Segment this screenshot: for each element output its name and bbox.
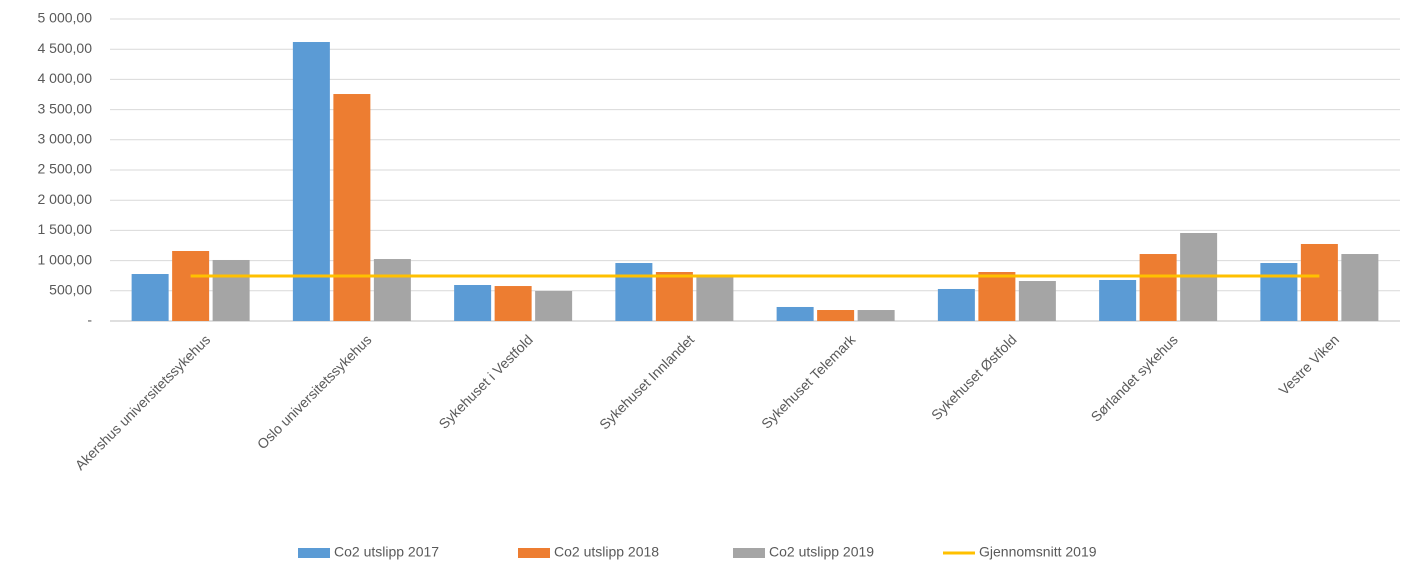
y-tick-label: 4 500,00 [38, 40, 93, 56]
y-tick-label: 2 500,00 [38, 161, 93, 177]
legend-swatch [518, 548, 550, 558]
legend-label: Co2 utslipp 2019 [769, 544, 874, 560]
legend-label: Gjennomsnitt 2019 [979, 544, 1097, 560]
bar [776, 306, 814, 321]
x-tick-label: Sørlandet sykehus [1088, 331, 1181, 424]
y-tick-label: 3 000,00 [38, 131, 93, 147]
bar [373, 259, 411, 321]
x-tick-label: Sykehuset Telemark [758, 331, 859, 432]
bar [696, 277, 734, 321]
y-tick-label: 1 000,00 [38, 251, 93, 267]
bar [655, 272, 693, 321]
y-tick-label: 500,00 [49, 282, 92, 298]
bar [857, 310, 895, 321]
bar [131, 274, 169, 321]
x-tick-label: Sykehuset Østfold [928, 331, 1020, 423]
legend-swatch [733, 548, 765, 558]
bar [172, 250, 210, 321]
bar [1341, 254, 1379, 321]
x-tick-label: Sykehuset Innlandet [596, 331, 697, 432]
y-tick-label: 1 500,00 [38, 221, 93, 237]
bar [1018, 281, 1056, 321]
bar [292, 42, 330, 322]
bar [1139, 254, 1177, 321]
legend-swatch [298, 548, 330, 558]
y-tick-label: 2 000,00 [38, 191, 93, 207]
y-tick-label: 4 000,00 [38, 70, 93, 86]
bar [817, 310, 855, 321]
legend-label: Co2 utslipp 2017 [334, 544, 439, 560]
y-tick-label: - [87, 312, 92, 328]
x-tick-label: Sykehuset i Vestfold [435, 331, 535, 431]
bar [1099, 279, 1137, 321]
x-tick-label: Oslo universitetssykehus [254, 331, 375, 452]
bar [1300, 243, 1338, 321]
y-tick-label: 3 500,00 [38, 100, 93, 116]
bar [333, 94, 371, 321]
bar [212, 259, 250, 321]
bar [978, 272, 1016, 321]
bar [1260, 263, 1298, 321]
bar [454, 285, 492, 321]
bar [535, 290, 573, 321]
y-tick-label: 5 000,00 [38, 10, 93, 26]
x-tick-label: Vestre Viken [1275, 331, 1342, 398]
bar [615, 263, 653, 321]
bar [494, 286, 532, 321]
bar [937, 288, 975, 321]
legend-label: Co2 utslipp 2018 [554, 544, 659, 560]
x-tick-label: Akershus universitetssykehus [72, 331, 214, 473]
